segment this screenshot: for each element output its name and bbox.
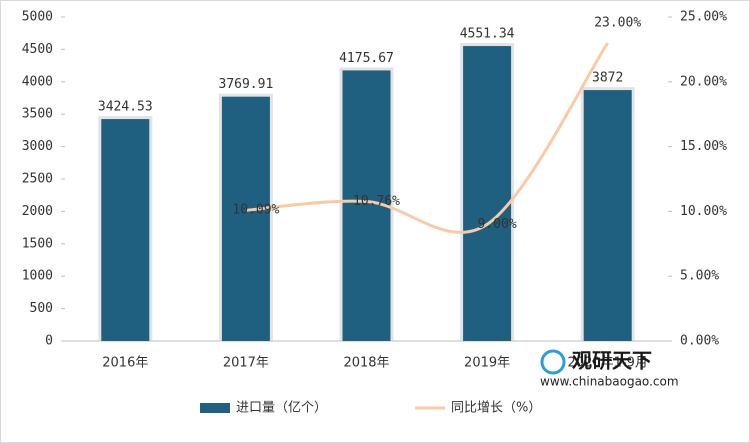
data-label: 23.00%: [594, 15, 641, 30]
y2-tick-label: 5.00%: [680, 269, 719, 284]
y-tick-label: 1500: [22, 236, 53, 251]
legend-label: 同比增长（%）: [451, 401, 541, 416]
y-tick-label: 4500: [22, 42, 53, 57]
y-tick-label: 2000: [22, 204, 53, 219]
y-tick-label: 5000: [22, 10, 53, 25]
data-label: 10.76%: [353, 194, 400, 209]
x-tick-label: 2019年: [464, 356, 510, 371]
y-tick-label: 4000: [22, 74, 53, 89]
watermark-title: 观研天下: [572, 349, 652, 373]
x-tick-label: 2018年: [343, 356, 389, 371]
y2-tick-label: 10.00%: [680, 204, 727, 219]
data-label: 4175.67: [339, 51, 394, 66]
x-tick-label: 2017年: [223, 356, 269, 371]
data-label: 3424.53: [98, 100, 153, 115]
y2-tick-label: 20.00%: [680, 74, 727, 89]
y-tick-label: 3500: [22, 107, 53, 122]
bar: [583, 90, 632, 342]
y2-tick-label: 25.00%: [680, 10, 727, 25]
logo-icon: [540, 349, 566, 375]
data-label: 10.09%: [232, 203, 279, 218]
bar: [463, 46, 512, 341]
bar: [221, 96, 270, 341]
x-tick-label: 2020年1-9月: [568, 356, 648, 371]
y2-tick-label: 0.00%: [680, 334, 719, 349]
bar: [101, 119, 150, 341]
x-tick-label: 2016年: [102, 356, 148, 371]
data-label: 4551.34: [460, 27, 515, 42]
data-label: 9.00%: [478, 217, 517, 232]
y2-tick-label: 15.00%: [680, 139, 727, 154]
y-tick-label: 2500: [22, 172, 53, 187]
watermark-url: www.chinabaogao.com: [540, 375, 679, 389]
y-tick-label: 1000: [22, 269, 53, 284]
y-tick-label: 0: [45, 334, 53, 349]
legend-label: 进口量（亿个）: [236, 401, 327, 416]
legend-swatch: [200, 403, 230, 413]
y-tick-label: 3000: [22, 139, 53, 154]
line: [245, 42, 609, 234]
y-tick-label: 500: [30, 301, 53, 316]
data-label: 3872: [592, 71, 623, 86]
data-label: 3769.91: [219, 77, 274, 92]
